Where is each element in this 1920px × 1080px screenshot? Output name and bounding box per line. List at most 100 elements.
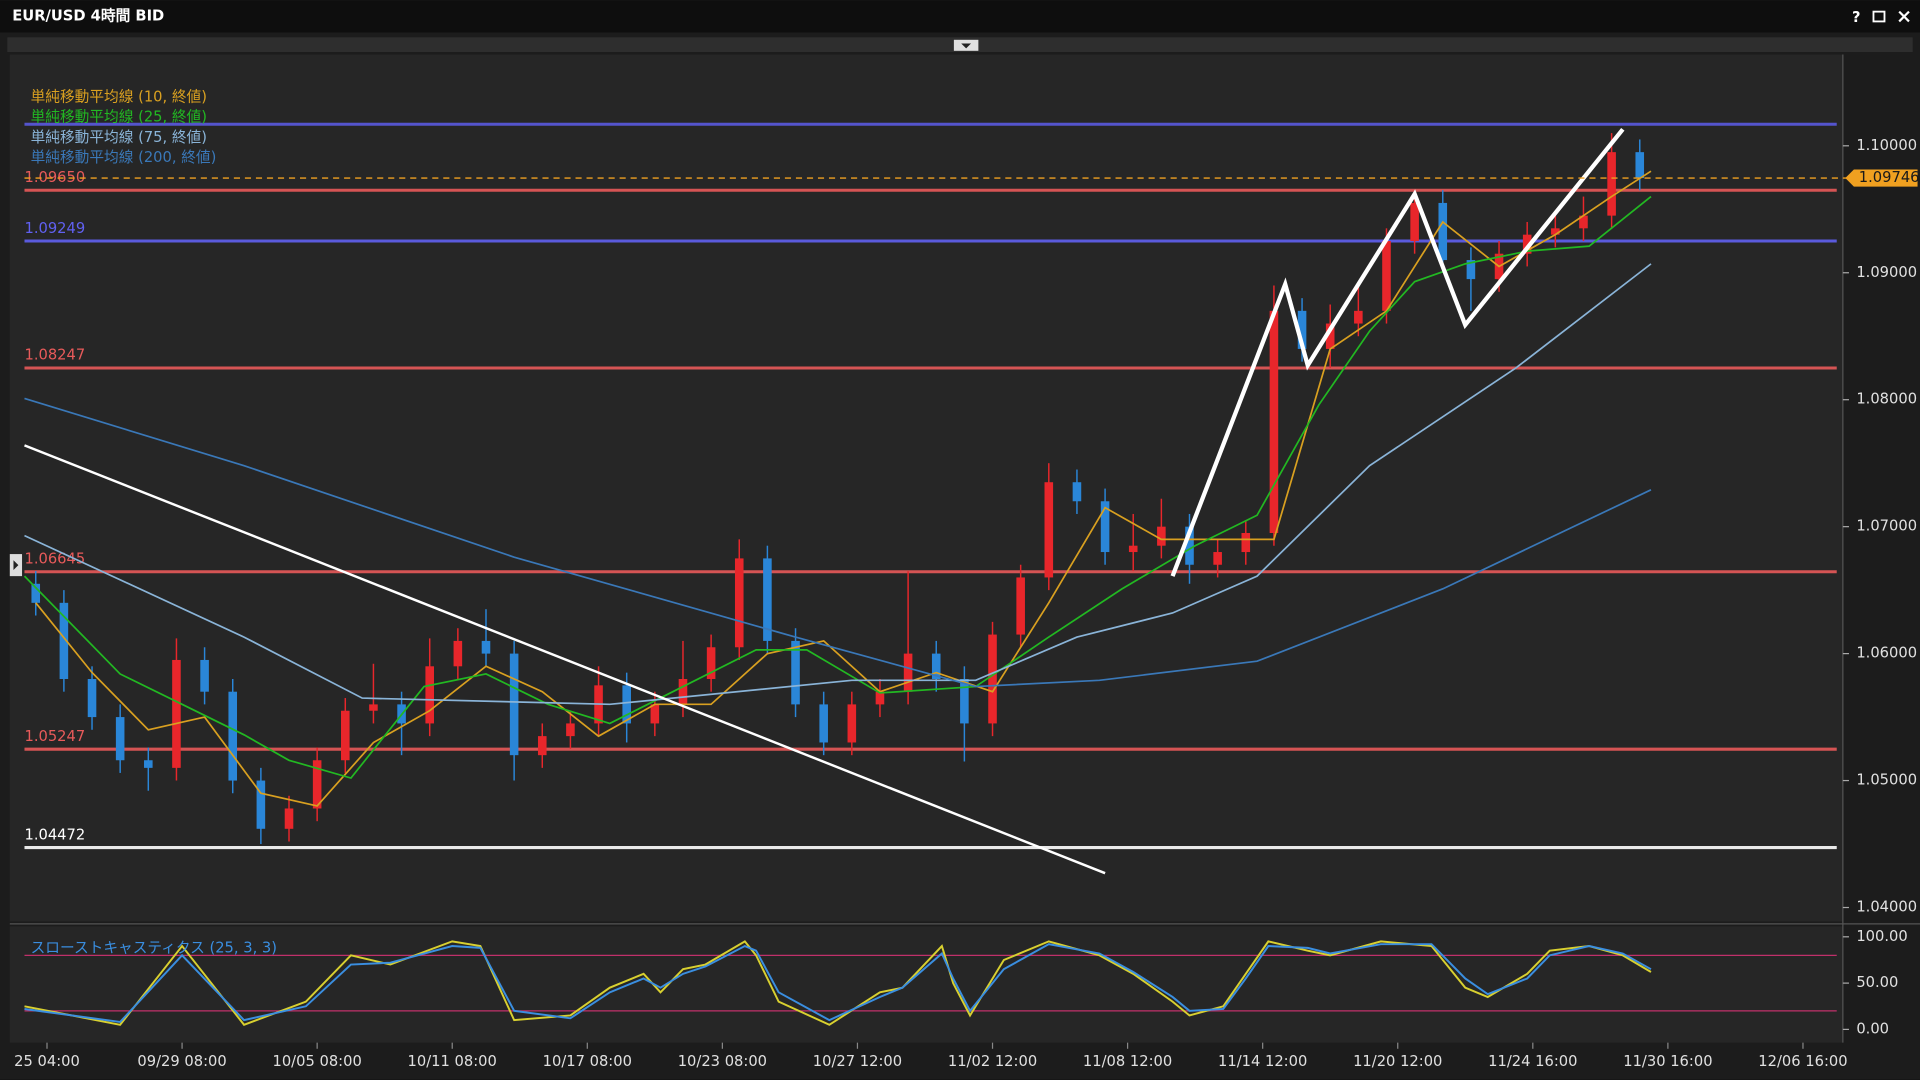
candle-body <box>931 653 941 679</box>
candle-body <box>1185 526 1194 565</box>
collapse-arrow <box>961 43 972 49</box>
candle-body <box>791 640 800 705</box>
candle-body <box>144 760 153 768</box>
candle-body <box>256 780 266 829</box>
candle-body <box>734 558 744 648</box>
chart-layer: 1.04000 1.05000 1.06000 1.07000 1.08000 1.090… <box>14 88 1919 1070</box>
candle-body <box>706 647 716 679</box>
window-title: EUR/USD 4時間 BID <box>12 7 164 25</box>
candle-body <box>650 704 660 724</box>
x-tick-label: 10/05 08:00 <box>272 1053 361 1070</box>
candle-body <box>1607 152 1616 216</box>
x-tick-label: 10/23 08:00 <box>678 1053 767 1070</box>
y-tick-label: 1.09000 <box>1856 264 1917 281</box>
candle-body <box>1354 310 1363 324</box>
candle-body <box>31 583 41 603</box>
candle-body <box>1410 202 1419 242</box>
last-price-tag <box>1845 169 1918 187</box>
price-plot-bg <box>9 54 1843 922</box>
candle-body <box>622 685 631 724</box>
x-tick-label: 11/08 12:00 <box>1083 1053 1172 1070</box>
candle-body <box>509 653 519 756</box>
close-button[interactable] <box>1898 10 1910 23</box>
x-tick-label: 10/27 12:00 <box>813 1053 902 1070</box>
candle-body <box>312 760 322 809</box>
y-tick-label: 1.08000 <box>1856 391 1917 408</box>
candle-body <box>988 634 997 724</box>
candle-body <box>1438 202 1448 261</box>
legend-entry: 単純移動平均線 (10, 終値) <box>31 88 207 105</box>
stoch-line <box>24 943 1652 1023</box>
x-tick-label: 10/17 08:00 <box>543 1053 632 1070</box>
candle-body <box>1157 526 1166 546</box>
moving-average <box>23 195 1652 780</box>
level-label: 1.05247 <box>24 728 85 745</box>
legend-entry: 単純移動平均線 (75, 終値) <box>31 129 207 146</box>
candle-body <box>819 704 828 743</box>
candle-body <box>341 710 350 761</box>
candle-body <box>1016 577 1025 635</box>
candle-body <box>1551 228 1560 235</box>
candle-body <box>763 558 772 641</box>
candle-body <box>537 736 547 756</box>
candle-body <box>1100 501 1110 553</box>
candle-body <box>172 659 181 768</box>
candle-body <box>481 640 491 654</box>
y-tick-label: 1.06000 <box>1856 645 1917 662</box>
candle-body <box>453 640 463 667</box>
help-button[interactable]: ? <box>1852 9 1861 26</box>
candle-body <box>1382 241 1391 311</box>
candle-body <box>1072 482 1082 502</box>
y-tick-label: 1.10000 <box>1856 137 1917 154</box>
candle-body <box>87 678 97 718</box>
candle-body <box>1635 152 1645 179</box>
y-tick-label: 1.04000 <box>1856 899 1917 916</box>
moving-average <box>24 397 1652 688</box>
stoch-plot-bg <box>9 926 1843 1043</box>
candle-body <box>369 704 378 711</box>
y-tick-label: 100.00 <box>1856 928 1907 945</box>
candle-body <box>425 666 434 724</box>
candle-body <box>1579 215 1588 229</box>
x-tick-label: 12/06 16:00 <box>1758 1053 1847 1070</box>
candle-body <box>1269 310 1279 534</box>
trendline <box>1170 127 1625 577</box>
maximize-button[interactable] <box>1872 10 1886 23</box>
level-label: 1.04472 <box>24 826 85 843</box>
candle-body <box>115 717 125 761</box>
candle-body <box>960 678 969 724</box>
level-label: 1.09249 <box>24 220 85 237</box>
x-tick-label: 11/02 12:00 <box>948 1053 1037 1070</box>
x-tick-label: 11/20 12:00 <box>1353 1053 1442 1070</box>
candle-body <box>903 653 913 692</box>
title-bar <box>0 0 1920 33</box>
candle-body <box>1466 260 1476 280</box>
candle-body <box>1213 552 1222 565</box>
side-handle-arrow <box>13 560 19 570</box>
legend-entry: 単純移動平均線 (200, 終値) <box>31 149 217 166</box>
candle-body <box>1241 533 1251 553</box>
candle-body <box>1128 545 1138 553</box>
candle-body <box>1325 323 1335 349</box>
y-tick-label: 0.00 <box>1856 1020 1889 1037</box>
y-tick-label: 1.05000 <box>1856 772 1917 789</box>
candle-body <box>59 602 69 679</box>
moving-average <box>35 170 1652 807</box>
candle-body <box>284 808 294 829</box>
candle-body <box>847 704 857 743</box>
x-tick-label: 09/29 08:00 <box>137 1053 226 1070</box>
y-tick-label: 1.07000 <box>1856 518 1917 535</box>
candle-body <box>1044 482 1054 578</box>
x-tick-label: 11/14 12:00 <box>1218 1053 1307 1070</box>
x-tick-label: 10/11 08:00 <box>408 1053 497 1070</box>
candle-body <box>566 723 575 737</box>
level-label: 1.08247 <box>24 347 85 364</box>
last-price-label: 1.09746 <box>1859 169 1920 186</box>
panel-title: スローストキャスティクス (25, 3, 3) <box>31 939 277 956</box>
level-label: 1.09650 <box>24 169 85 186</box>
y-tick-label: 50.00 <box>1856 974 1898 991</box>
moving-average <box>24 263 1652 706</box>
candle-body <box>1522 234 1532 254</box>
